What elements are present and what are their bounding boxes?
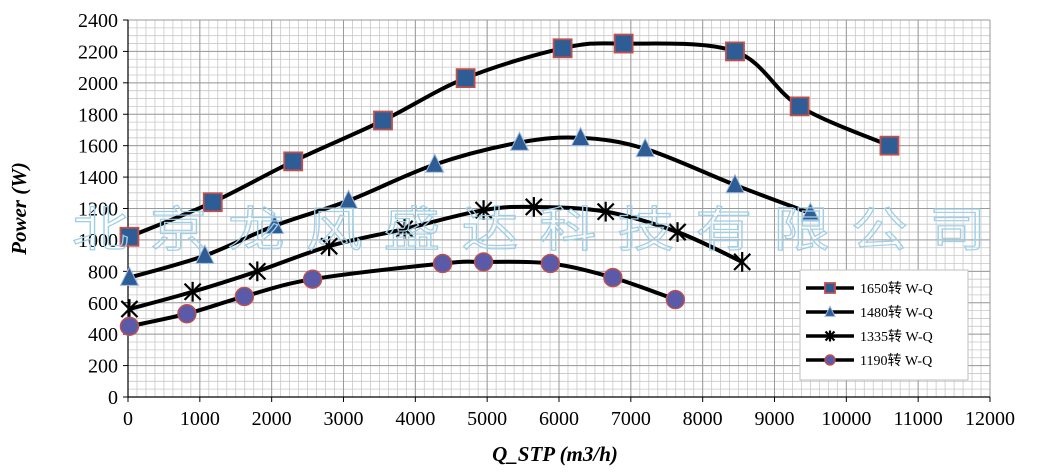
legend-label: 1335转 W-Q (860, 329, 933, 345)
data-point-square (202, 192, 223, 213)
y-tick-label: 0 (108, 387, 118, 409)
y-tick-label: 1800 (78, 104, 118, 126)
x-tick-label: 6000 (539, 408, 579, 430)
series-line (127, 135, 813, 280)
series-line (127, 204, 745, 312)
series-4 (119, 252, 686, 337)
data-point-square (879, 135, 900, 156)
data-point-square (119, 226, 140, 247)
legend-marker-triangle (824, 305, 836, 317)
legend-item: 1335转 W-Q (806, 329, 933, 345)
data-point-square (789, 96, 810, 117)
data-point-asterisk (320, 236, 339, 257)
data-point-circle (432, 253, 453, 274)
legend-marker-circle (824, 354, 836, 366)
y-tick-label: 2400 (78, 10, 118, 32)
data-point-circle (540, 253, 561, 274)
legend-label: 1650转 W-Q (860, 281, 933, 297)
data-point-asterisk (668, 222, 687, 242)
series (119, 33, 900, 337)
y-tick-label: 1000 (78, 230, 118, 252)
data-point-triangle (635, 137, 656, 158)
y-tick-label: 600 (88, 293, 118, 315)
data-point-square (455, 68, 476, 89)
x-tick-label: 2000 (252, 408, 292, 430)
x-tick-label: 0 (123, 408, 133, 430)
data-point-circle (177, 304, 197, 324)
data-point-triangle (725, 173, 745, 194)
legend-item: 1480转 W-Q (806, 305, 933, 321)
y-tick-label: 1600 (78, 136, 118, 158)
data-point-triangle (424, 153, 445, 173)
legend: 1650转 W-Q 1480转 W-Q 1335转 W-Q 1190转 W-Q (799, 269, 969, 381)
y-tick-label: 1200 (78, 199, 118, 221)
x-tick-label: 11000 (894, 408, 943, 430)
y-tick-label: 2000 (78, 73, 118, 95)
data-point-triangle (264, 214, 285, 235)
x-tick-label: 4000 (395, 408, 435, 430)
data-point-triangle (119, 266, 140, 286)
x-tick-label: 9000 (755, 408, 795, 430)
data-point-square (613, 33, 634, 54)
x-tick-label: 3000 (324, 408, 364, 430)
data-point-asterisk (395, 219, 414, 239)
data-point-asterisk (120, 299, 139, 319)
x-tick-label: 1000 (180, 408, 220, 430)
legend-item: 1190转 W-Q (806, 353, 932, 369)
x-tick-label: 5000 (467, 408, 507, 430)
data-point-square (552, 38, 573, 59)
data-point-circle (473, 252, 494, 272)
data-point-asterisk (596, 201, 615, 222)
y-tick-label: 800 (88, 261, 118, 283)
data-point-asterisk (183, 281, 202, 302)
legend-marker-asterisk (824, 330, 836, 342)
watermark-text: 北京龙风盛达科技有限公司 (72, 202, 1007, 258)
legend-marker-square (824, 282, 836, 294)
series-3 (120, 197, 752, 319)
data-point-asterisk (524, 197, 543, 217)
x-tick-label: 8000 (683, 408, 723, 430)
data-point-asterisk (248, 261, 267, 282)
data-point-circle (234, 286, 255, 307)
legend-label: 1190转 W-Q (860, 353, 932, 369)
y-tick-label: 400 (88, 324, 118, 346)
data-point-square (725, 41, 745, 62)
data-point-circle (603, 267, 623, 288)
data-point-triangle (509, 131, 530, 151)
y-tick-label: 2200 (78, 41, 118, 63)
data-point-square (373, 110, 393, 131)
data-point-circle (665, 289, 686, 310)
legend-item: 1650转 W-Q (806, 281, 933, 297)
data-point-triangle (338, 189, 359, 209)
data-point-circle (119, 316, 140, 337)
y-axis-title: Power (W) (7, 162, 31, 256)
data-point-asterisk (733, 252, 752, 272)
y-tick-label: 1400 (78, 167, 118, 189)
data-point-triangle (570, 126, 591, 147)
data-point-asterisk (474, 200, 493, 220)
x-tick-label: 7000 (611, 408, 651, 430)
data-point-triangle (800, 201, 821, 222)
series-1 (119, 33, 900, 247)
legend-label: 1480转 W-Q (860, 305, 933, 321)
series-2 (119, 126, 821, 286)
x-tick-label: 10000 (821, 408, 871, 430)
data-point-square (283, 151, 304, 172)
data-point-circle (302, 269, 323, 289)
x-axis-title: Q_STP (m3/h) (492, 442, 618, 466)
y-tick-label: 200 (88, 356, 118, 378)
x-tick-label: 12000 (965, 408, 1015, 430)
tick-labels: 0 1000 2000 3000 4000 5000 6000 7000 8000 9000 100… (78, 10, 1015, 430)
series-line (127, 41, 892, 239)
data-point-triangle (195, 244, 215, 264)
